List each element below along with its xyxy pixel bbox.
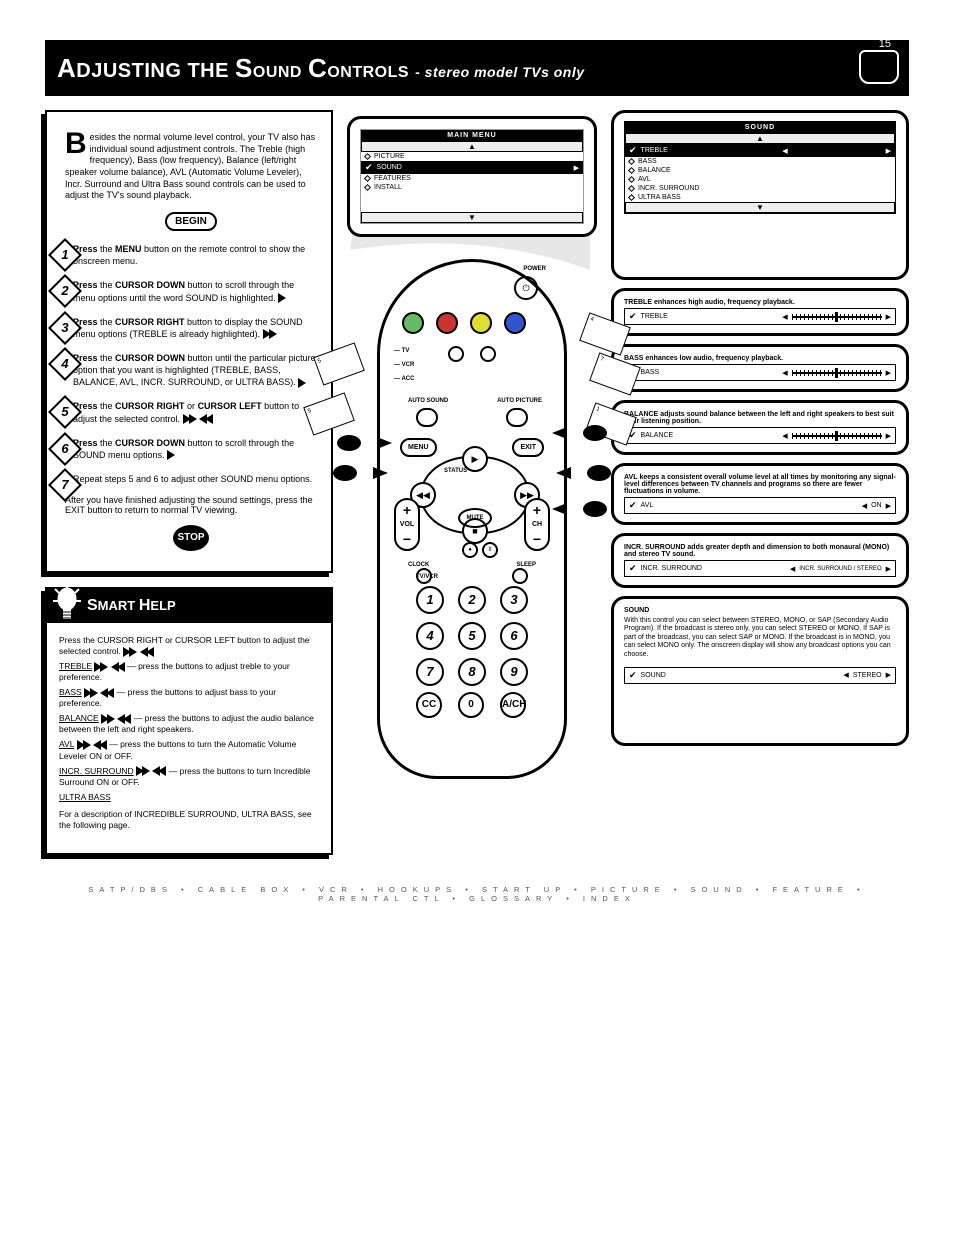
balance-panel: BALANCE adjusts sound balance between th… <box>611 400 909 455</box>
num-3[interactable]: 3 <box>500 586 528 614</box>
num-5[interactable]: 5 <box>458 622 486 650</box>
status-label: STATUS <box>444 468 467 474</box>
num-4[interactable]: 4 <box>416 622 444 650</box>
power-button[interactable]: ⏻ <box>514 276 538 300</box>
pointing-hand-icon <box>547 419 607 447</box>
title-text: ADJUSTING THE SOUND CONTROLS - stereo mo… <box>57 53 585 84</box>
sleep-button[interactable] <box>512 568 528 584</box>
step-3: 3Press the CURSOR RIGHT button to displa… <box>73 316 317 340</box>
mode-tv: — TV <box>394 348 409 354</box>
pointing-hand-icon <box>547 495 607 523</box>
tvvcr-label: TV/VCR <box>416 574 438 580</box>
remote-control: POWER ⏻ — TV — VCR — ACC AUTO SOUND AUTO… <box>377 259 567 779</box>
face-icon[interactable] <box>480 346 496 362</box>
pointing-hand-icon <box>337 429 397 457</box>
footer-sections: SATP/DBS • CABLE BOX • VCR • HOOKUPS • S… <box>45 885 909 903</box>
step-6: 6Press the CURSOR DOWN button to scroll … <box>73 437 317 461</box>
step-1: 1Press the MENU button on the remote con… <box>73 243 317 267</box>
tv-icon <box>859 50 899 84</box>
begin-badge: BEGIN <box>165 212 217 231</box>
red-button[interactable] <box>436 312 458 334</box>
power-label: POWER <box>523 266 546 272</box>
intro-text: Besides the normal volume level control,… <box>65 132 317 202</box>
num-2[interactable]: 2 <box>458 586 486 614</box>
num-8[interactable]: 8 <box>458 658 486 686</box>
avl-panel: AVL keeps a consistent overall volume le… <box>611 463 909 525</box>
page-title-bar: 15 ADJUSTING THE SOUND CONTROLS - stereo… <box>45 40 909 96</box>
step-7: 7Repeat steps 5 and 6 to adjust other SO… <box>73 473 317 485</box>
sound-menu-panel: SOUND ▲ ✔TREBLE◀▶ BASS BALANCE AVL INCR.… <box>611 110 909 280</box>
step-5: 5Press the CURSOR RIGHT or CURSOR LEFT b… <box>73 400 317 424</box>
pointing-hand-icon <box>333 459 393 487</box>
step-2: 2Press the CURSOR DOWN button to scroll … <box>73 279 317 303</box>
cursor-up-button[interactable]: ▶ <box>462 446 488 472</box>
num-6[interactable]: 6 <box>500 622 528 650</box>
color-buttons <box>402 312 526 334</box>
pause-button[interactable]: II <box>482 542 498 558</box>
rec-button[interactable]: ● <box>462 542 478 558</box>
help-body: Press the CURSOR RIGHT or CURSOR LEFT bu… <box>47 623 331 853</box>
num-0[interactable]: 0 <box>458 692 484 718</box>
onscreen-main-menu: MAIN MENU ▲ PICTURE ✔SOUND▶ FEATURES INS… <box>347 116 597 237</box>
step-end: After you have finished adjusting the so… <box>65 495 317 515</box>
step-4: 4Press the CURSOR DOWN button until the … <box>73 352 317 388</box>
menu-title: MAIN MENU <box>361 130 583 141</box>
lightbulb-icon <box>53 585 81 625</box>
pointing-hand-icon <box>551 459 611 487</box>
num-1[interactable]: 1 <box>416 586 444 614</box>
mode-acc: — ACC <box>394 376 414 382</box>
treble-panel: TREBLE enhances high audio, frequency pl… <box>611 288 909 336</box>
clock-label: CLOCK <box>408 562 429 568</box>
blue-button[interactable] <box>504 312 526 334</box>
steps-card: Besides the normal volume level control,… <box>45 110 333 573</box>
num-7[interactable]: 7 <box>416 658 444 686</box>
volume-rocker[interactable]: +VOL− <box>394 498 420 551</box>
num-9[interactable]: 9 <box>500 658 528 686</box>
autopicture-button[interactable] <box>506 408 528 427</box>
incr-surround-panel: INCR. SURROUND adds greater depth and di… <box>611 533 909 588</box>
autopicture-label: AUTO PICTURE <box>497 398 542 404</box>
menu-down-arrow: ▼ <box>361 212 583 223</box>
smart-help-header: SMART HELP <box>47 589 331 623</box>
stop-badge: STOP <box>173 525 209 551</box>
menu-up-arrow: ▲ <box>361 141 583 152</box>
autosound-label: AUTO SOUND <box>408 398 448 404</box>
sound-mode-panel: SOUND With this control you can select b… <box>611 596 909 746</box>
green-button[interactable] <box>402 312 424 334</box>
ach-button[interactable]: A/CH <box>500 692 526 718</box>
page-number: 15 <box>879 38 891 50</box>
mute-button[interactable]: MUTE <box>458 508 492 528</box>
autosound-button[interactable] <box>416 408 438 427</box>
number-pad: 123 456 789 <box>416 586 534 686</box>
face-icon[interactable] <box>448 346 464 362</box>
mode-vcr: — VCR <box>394 362 414 368</box>
smart-help-card: SMART HELP Press the CURSOR RIGHT or CUR… <box>45 587 333 855</box>
cc-button[interactable]: CC <box>416 692 442 718</box>
yellow-button[interactable] <box>470 312 492 334</box>
arrow-right-icon <box>278 293 286 303</box>
bass-panel: BASS enhances low audio, frequency playb… <box>611 344 909 392</box>
